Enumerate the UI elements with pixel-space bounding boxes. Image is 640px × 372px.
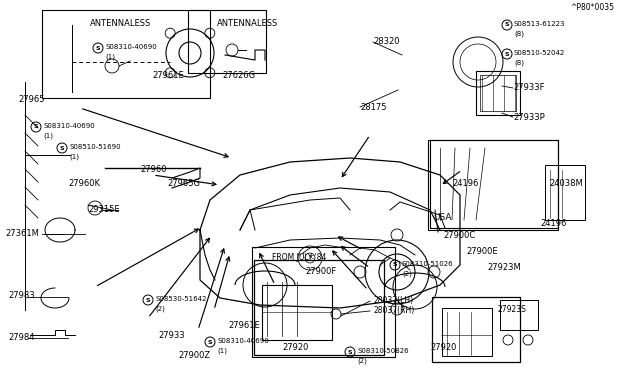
Text: 28037(RH): 28037(RH)	[373, 307, 414, 315]
Text: 29315E: 29315E	[88, 205, 120, 215]
Text: 27984: 27984	[8, 334, 35, 343]
Text: (2): (2)	[402, 271, 412, 277]
Text: S: S	[60, 145, 64, 151]
Text: 28175: 28175	[360, 103, 387, 112]
Text: (8): (8)	[514, 60, 524, 66]
Text: S08310-40690: S08310-40690	[43, 123, 95, 129]
Text: 27900Z: 27900Z	[178, 350, 210, 359]
Text: S08310-51026: S08310-51026	[402, 261, 454, 267]
Text: YC: YC	[308, 255, 315, 260]
Text: 27920: 27920	[282, 343, 308, 353]
Text: 28037(LH): 28037(LH)	[373, 296, 413, 305]
Text: 27361M: 27361M	[5, 230, 39, 238]
Text: (2): (2)	[155, 306, 165, 312]
Text: 27960: 27960	[140, 164, 166, 173]
Text: S08510-51690: S08510-51690	[69, 144, 120, 150]
Text: (2): (2)	[357, 358, 367, 364]
Text: 27900C: 27900C	[443, 231, 476, 241]
Text: 27626G: 27626G	[222, 71, 255, 80]
Bar	[545, 165, 585, 220]
Text: 27961E: 27961E	[228, 321, 260, 330]
Bar	[480, 75, 516, 111]
Text: S08310-50826: S08310-50826	[357, 348, 408, 354]
Text: 24038M: 24038M	[549, 179, 583, 187]
Text: 27933: 27933	[158, 330, 184, 340]
Text: S: S	[393, 263, 397, 267]
Text: S: S	[146, 298, 150, 302]
Text: 27983: 27983	[8, 292, 35, 301]
Text: S08510-52042: S08510-52042	[514, 50, 565, 56]
Bar	[430, 140, 558, 228]
Text: 27965: 27965	[18, 94, 45, 103]
Text: S: S	[505, 22, 509, 28]
Bar	[252, 247, 395, 357]
Text: 27933P: 27933P	[513, 112, 545, 122]
Text: ^P80*0035: ^P80*0035	[570, 3, 614, 13]
Text: (1): (1)	[43, 133, 53, 139]
Text: 24196: 24196	[452, 179, 478, 187]
Text: S08310-40690: S08310-40690	[217, 338, 269, 344]
Text: S: S	[208, 340, 212, 344]
Bar	[432, 297, 520, 362]
Text: (1): (1)	[217, 348, 227, 354]
Text: S: S	[96, 45, 100, 51]
Text: ANTENNALESS: ANTENNALESS	[90, 19, 151, 29]
Text: 27933F: 27933F	[513, 83, 545, 93]
Bar	[476, 71, 520, 115]
Text: 27920: 27920	[430, 343, 456, 353]
Text: 24196: 24196	[540, 219, 566, 228]
Text: S08530-51642: S08530-51642	[155, 296, 206, 302]
Bar	[442, 308, 492, 356]
Text: USA: USA	[433, 214, 451, 222]
Text: 27960K: 27960K	[68, 179, 100, 187]
Text: 27923M: 27923M	[487, 263, 521, 272]
Text: S: S	[505, 51, 509, 57]
Text: 27965G: 27965G	[167, 179, 200, 187]
Text: (8): (8)	[514, 31, 524, 37]
Text: FROM JULY '84: FROM JULY '84	[272, 253, 326, 263]
Bar	[500, 300, 538, 330]
Text: (1): (1)	[105, 54, 115, 60]
Text: 27900F: 27900F	[305, 266, 336, 276]
Text: 27923S: 27923S	[498, 305, 527, 314]
Text: 27961E: 27961E	[152, 71, 184, 80]
Text: S: S	[348, 350, 352, 355]
Text: 27900E: 27900E	[466, 247, 498, 256]
Bar	[262, 285, 332, 340]
Text: S: S	[34, 125, 38, 129]
Text: 28320: 28320	[373, 38, 399, 46]
Bar	[254, 260, 384, 355]
Text: S08513-61223: S08513-61223	[514, 21, 566, 27]
Text: (1): (1)	[69, 154, 79, 160]
Text: ANTENNALESS: ANTENNALESS	[217, 19, 278, 29]
Text: S08310-40690: S08310-40690	[105, 44, 157, 50]
Bar	[188, 10, 266, 73]
Bar	[42, 10, 210, 98]
Bar	[428, 140, 558, 230]
